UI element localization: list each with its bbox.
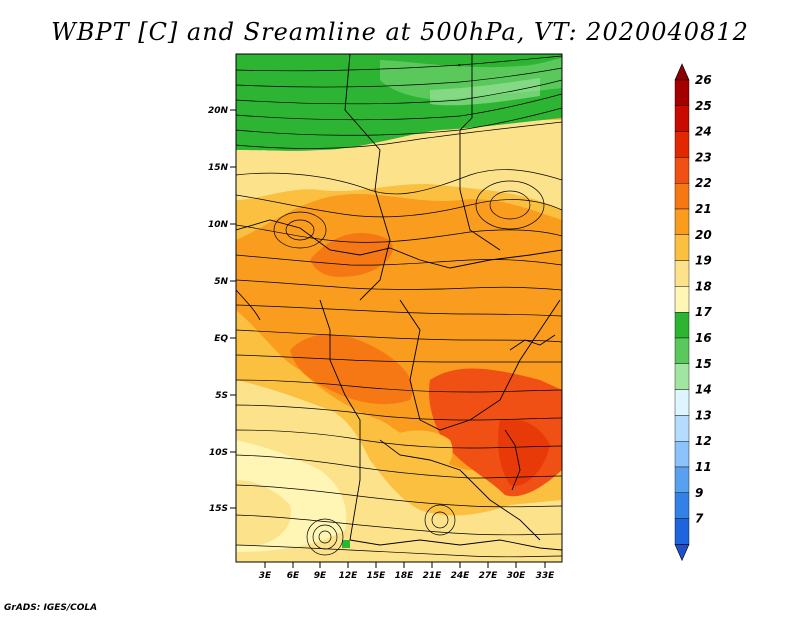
lon-label-30e: 30E [507, 571, 527, 581]
colorbar-swatch [674, 415, 690, 442]
longitude-axis: 3E 6E 9E 12E 15E 18E 21E 24E 27E 30E 33E [259, 562, 555, 581]
country-borders [236, 54, 562, 551]
colorbar-swatch [674, 131, 690, 158]
lon-label-9e: 9E [314, 571, 327, 581]
lon-label-12e: 12E [339, 571, 359, 581]
colorbar-swatch [674, 260, 690, 287]
colorbar-label: 21 [695, 202, 712, 216]
colorbar-label: 24 [695, 125, 712, 139]
lon-label-21e: 21E [423, 571, 443, 581]
colorbar-swatch [674, 389, 690, 416]
colorbar-label: 9 [695, 486, 703, 500]
colorbar-swatch [674, 157, 690, 184]
lon-label-15e: 15E [367, 571, 387, 581]
colorbar-label: 25 [695, 99, 712, 113]
colorbar-swatch [674, 492, 690, 519]
colorbar-label: 14 [695, 383, 712, 397]
map-area [236, 54, 562, 562]
colorbar-swatch [674, 337, 690, 364]
colorbar-label: 13 [695, 408, 712, 422]
lon-label-6e: 6E [287, 571, 300, 581]
colorbar-swatch [674, 441, 690, 468]
lat-label-10s: 10S [209, 448, 228, 458]
lat-label-15n: 15N [208, 163, 229, 173]
lat-label-15s: 15S [209, 504, 228, 514]
colorbar-bottom-arrow [674, 544, 690, 562]
colorbar-label: 22 [695, 176, 712, 190]
lon-label-27e: 27E [479, 571, 499, 581]
colorbar-label: 18 [695, 279, 712, 293]
lat-label-10n: 10N [208, 220, 229, 230]
lat-label-20n: 20N [208, 106, 229, 116]
lat-label-5s: 5S [215, 391, 228, 401]
colorbar-label: 12 [695, 434, 712, 448]
colorbar-label: 17 [695, 305, 712, 319]
colorbar-swatch [674, 234, 690, 261]
colorbar-swatch [674, 312, 690, 339]
colorbar-top-arrow [674, 63, 690, 81]
lon-label-24e: 24E [451, 571, 471, 581]
lon-label-33e: 33E [536, 571, 556, 581]
credit-label: GrADS: IGES/COLA [4, 603, 98, 613]
colorbar-label: 19 [695, 254, 712, 268]
lat-label-5n: 5N [214, 277, 228, 287]
colorbar-label: 7 [695, 512, 704, 526]
colorbar-swatch [674, 286, 690, 313]
streamlines [236, 55, 562, 558]
colorbar-label: 15 [695, 357, 712, 371]
colorbar: 26 25 24 23 22 21 20 19 18 17 16 15 14 13 12 11 9 7 [674, 63, 712, 562]
colorbar-swatch [674, 79, 690, 106]
map-frame [235, 53, 563, 563]
colorbar-swatch [674, 105, 690, 132]
colorbar-swatch [674, 518, 690, 545]
colorbar-swatch [674, 363, 690, 390]
colorbar-label: 26 [695, 73, 712, 87]
chart-title: WBPT [C] and Sreamline at 500hPa, VT: 20… [51, 18, 749, 46]
latitude-axis: 20N 15N 10N 5N EQ 5S 10S 15S [208, 106, 236, 514]
colorbar-swatch [674, 466, 690, 493]
lon-label-3e: 3E [259, 571, 272, 581]
colorbar-swatch [674, 208, 690, 235]
colorbar-label: 16 [695, 331, 712, 345]
colorbar-label: 11 [695, 460, 712, 474]
colorbar-label: 23 [695, 150, 712, 164]
colorbar-swatch [674, 182, 690, 210]
lon-label-18e: 18E [395, 571, 415, 581]
lat-label-eq: EQ [214, 334, 228, 344]
colorbar-label: 20 [695, 228, 712, 242]
